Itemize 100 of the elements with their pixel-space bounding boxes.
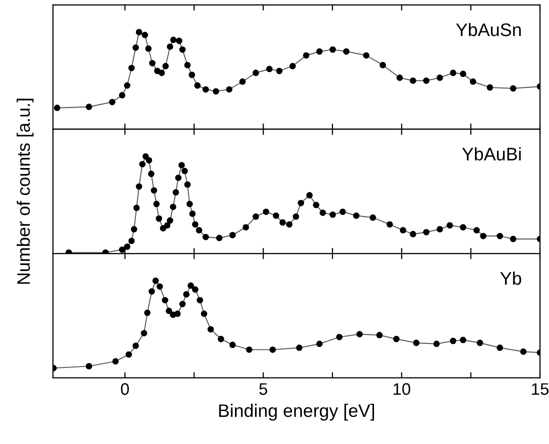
point [118, 92, 126, 98]
point [242, 224, 250, 230]
point [162, 62, 169, 70]
point [156, 215, 162, 222]
point [140, 330, 148, 336]
x-tick-label: 5 [259, 383, 268, 395]
point [312, 202, 320, 208]
point [433, 340, 440, 348]
point [380, 62, 386, 68]
point [148, 288, 155, 295]
point [176, 38, 182, 44]
point [112, 358, 119, 365]
point [410, 230, 416, 238]
point [148, 170, 154, 178]
point [320, 210, 326, 216]
point [226, 86, 232, 93]
text: Yb [500, 272, 522, 285]
point [124, 244, 130, 250]
point [423, 228, 430, 236]
point [179, 300, 186, 308]
point [229, 232, 236, 238]
point [413, 340, 420, 346]
point [164, 222, 170, 229]
point [54, 104, 60, 112]
point [302, 52, 310, 59]
point [133, 204, 140, 212]
point [298, 200, 304, 206]
x-axis-title: Binding energy [eV] [219, 404, 374, 421]
point [132, 44, 139, 51]
point [496, 344, 504, 351]
point [353, 212, 360, 219]
point [476, 340, 484, 346]
point [184, 181, 191, 188]
point [170, 36, 177, 44]
point [510, 236, 516, 242]
point [336, 334, 343, 340]
point [450, 338, 456, 344]
point [276, 68, 283, 74]
point [166, 308, 172, 314]
point [202, 86, 209, 93]
point [156, 283, 163, 290]
point [139, 160, 146, 168]
point [175, 174, 182, 181]
point [436, 74, 444, 81]
point [340, 208, 346, 215]
point [460, 70, 466, 78]
point [386, 221, 393, 228]
point [136, 28, 142, 36]
point [272, 212, 280, 219]
point [370, 214, 376, 221]
point [376, 332, 383, 338]
point [196, 227, 202, 234]
point [393, 336, 400, 342]
point [343, 48, 350, 55]
point [520, 348, 527, 355]
point [510, 85, 516, 92]
point [446, 222, 453, 229]
point [286, 221, 292, 228]
point [186, 200, 193, 208]
point [136, 183, 142, 190]
point [128, 64, 135, 72]
point [188, 72, 196, 78]
point [296, 344, 302, 351]
point [216, 234, 222, 242]
point [144, 310, 151, 316]
point [182, 168, 188, 174]
x-tick-label: 0 [120, 383, 129, 395]
point [160, 225, 166, 232]
point [86, 104, 92, 110]
point [460, 224, 466, 230]
point [124, 82, 130, 89]
point [229, 342, 236, 348]
point [172, 189, 180, 196]
point [126, 351, 132, 358]
point [316, 340, 323, 348]
point [109, 98, 116, 106]
point [486, 84, 494, 91]
point [279, 219, 286, 226]
point [128, 238, 135, 244]
point [266, 66, 273, 72]
point [470, 78, 476, 85]
point [188, 282, 194, 289]
point [496, 232, 504, 240]
x-tick-label: 15 [532, 383, 549, 395]
point [146, 157, 152, 164]
point [102, 249, 109, 254]
text: YbAuBi [462, 147, 521, 161]
point [356, 330, 363, 338]
point [189, 210, 196, 217]
point [306, 192, 313, 198]
point [208, 326, 214, 332]
point [262, 208, 270, 215]
point [196, 296, 204, 304]
point [162, 296, 168, 304]
point [145, 45, 152, 52]
point [166, 43, 174, 50]
point [218, 336, 224, 342]
point [436, 226, 444, 232]
point [212, 88, 220, 95]
point [150, 187, 158, 194]
